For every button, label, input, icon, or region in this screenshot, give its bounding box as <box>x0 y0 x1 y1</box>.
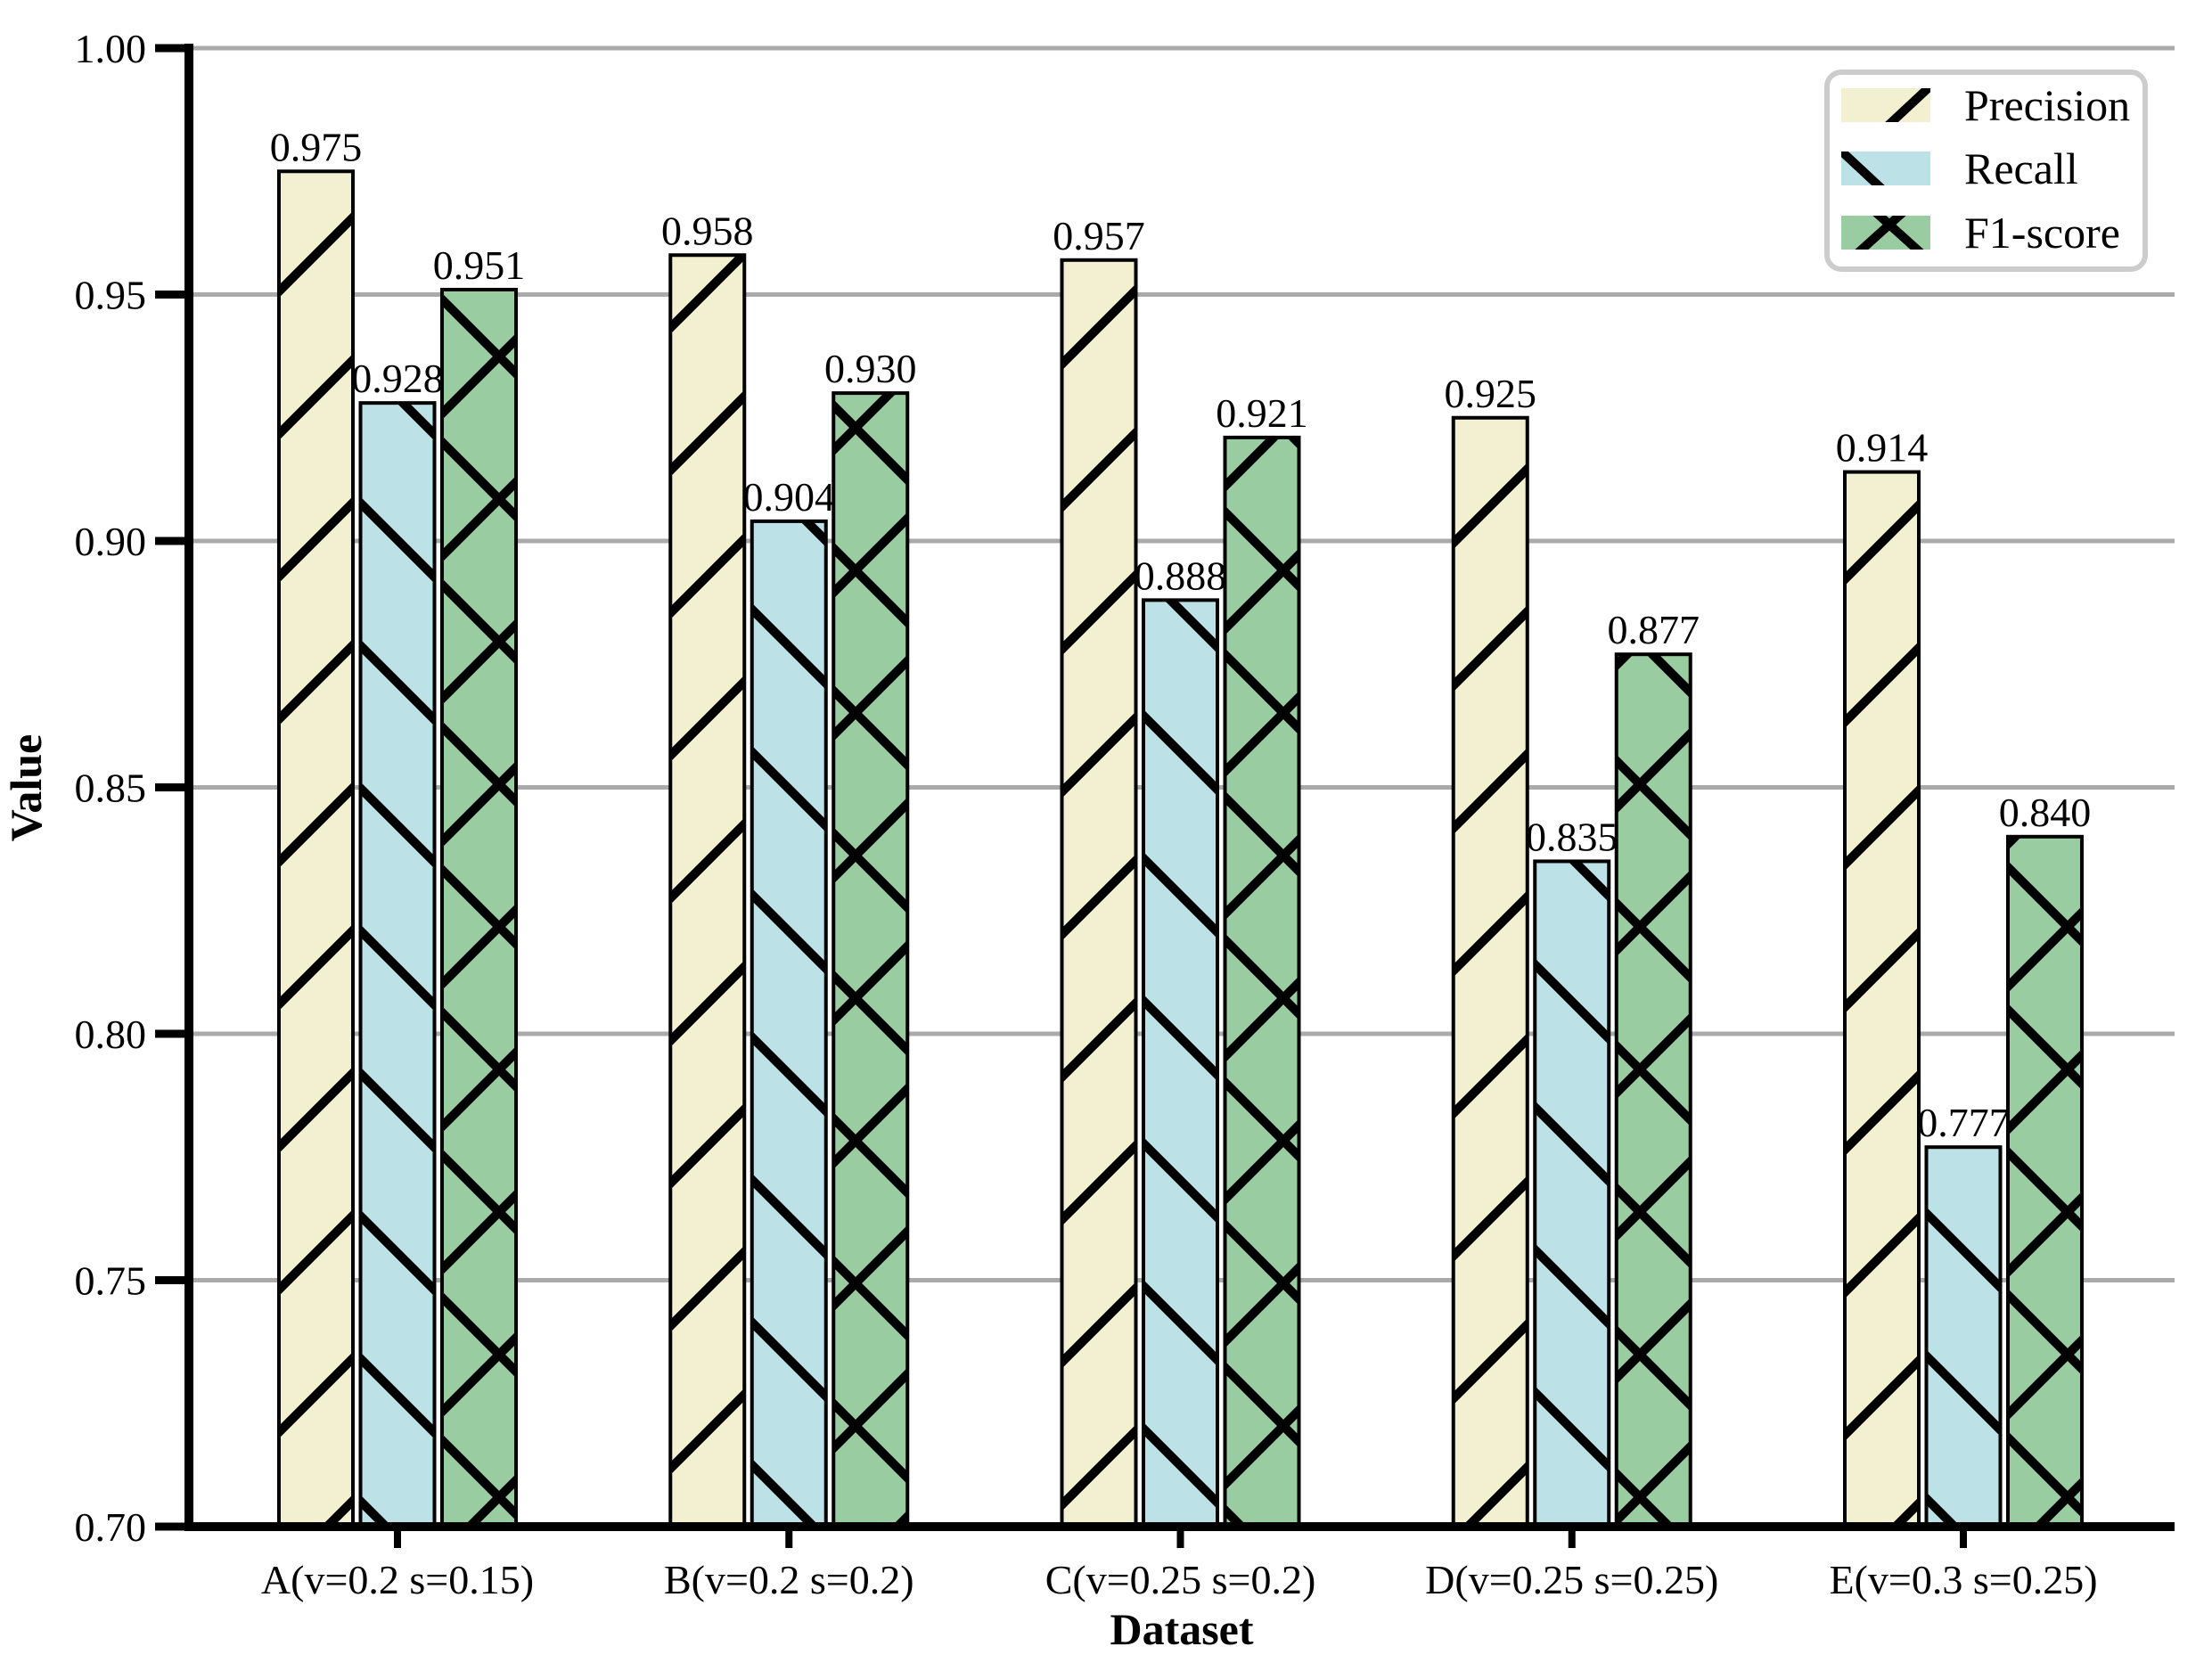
value-label: 0.925 <box>1445 371 1537 416</box>
bar-precision-hatch <box>1453 417 1528 1527</box>
value-label: 0.904 <box>743 474 836 520</box>
value-label: 0.930 <box>824 346 917 391</box>
bar-f1-score-hatch <box>442 289 516 1528</box>
bar-recall-hatch <box>1926 1147 2001 1527</box>
x-tick-label: E(v=0.3 s=0.25) <box>1829 1557 2097 1602</box>
value-label: 0.958 <box>661 208 754 253</box>
bar-recall-hatch <box>1535 861 1610 1527</box>
value-label: 0.877 <box>1608 607 1700 652</box>
legend-label: Recall <box>1964 143 2078 193</box>
y-tick-label: 0.75 <box>75 1258 147 1304</box>
value-label: 0.914 <box>1836 425 1929 471</box>
y-tick-label: 0.70 <box>75 1504 147 1550</box>
value-label: 0.921 <box>1216 390 1308 436</box>
x-tick-label: C(v=0.25 s=0.2) <box>1045 1557 1316 1602</box>
legend-swatch-hatch <box>1841 152 1885 185</box>
y-tick-label: 1.00 <box>75 26 147 71</box>
bar-f1-score-hatch <box>1225 437 1299 1527</box>
x-tick-label: D(v=0.25 s=0.25) <box>1425 1557 1718 1602</box>
bars: 0.975 0.958 0.957 0.925 0.914 0.928 0.904 0.888… <box>270 124 2092 1529</box>
bar-precision-hatch <box>670 255 745 1527</box>
value-label: 0.840 <box>1999 790 2092 835</box>
value-label: 0.888 <box>1135 553 1227 598</box>
value-label: 0.975 <box>270 124 363 169</box>
y-tick-label: 0.95 <box>75 273 147 318</box>
bar-f1-score-hatch <box>833 393 908 1528</box>
bar-precision-hatch <box>1061 259 1136 1527</box>
axis-y-label: Value <box>1 734 51 841</box>
legend-swatch-hatch <box>1885 88 1930 122</box>
bar-recall-hatch <box>360 403 435 1527</box>
legend: Precision Recall F1-score <box>1824 70 2148 272</box>
bar-recall-hatch <box>1143 600 1217 1527</box>
value-label: 0.957 <box>1053 213 1145 258</box>
y-tick-label: 0.85 <box>75 766 147 811</box>
legend-swatch-hatch <box>1855 216 1906 250</box>
bar-recall-hatch <box>751 520 826 1527</box>
bar-precision-hatch <box>1845 471 1919 1527</box>
bar-f1-score-hatch <box>1616 654 1691 1527</box>
y-tick-label: 0.80 <box>75 1012 147 1057</box>
bar-precision-hatch <box>279 171 353 1527</box>
legend-swatch-hatch <box>1872 216 1924 250</box>
axes: 0.70 0.75 0.80 0.85 0.90 0.95 1.00 A(v=0.2 s=0.… <box>1 26 2175 1654</box>
bar-f1-score-hatch <box>2008 836 2082 1527</box>
value-label: 0.835 <box>1526 814 1618 859</box>
value-label: 0.777 <box>1917 1100 2010 1145</box>
y-tick-label: 0.90 <box>75 519 147 564</box>
axis-x-label: Dataset <box>1110 1604 1253 1654</box>
value-label: 0.951 <box>433 242 526 288</box>
legend-label: F1-score <box>1964 208 2120 258</box>
x-tick-label: B(v=0.2 s=0.2) <box>664 1557 914 1602</box>
legend-label: Precision <box>1964 80 2130 130</box>
value-label: 0.928 <box>351 356 444 401</box>
x-tick-label: A(v=0.2 s=0.15) <box>261 1557 534 1602</box>
